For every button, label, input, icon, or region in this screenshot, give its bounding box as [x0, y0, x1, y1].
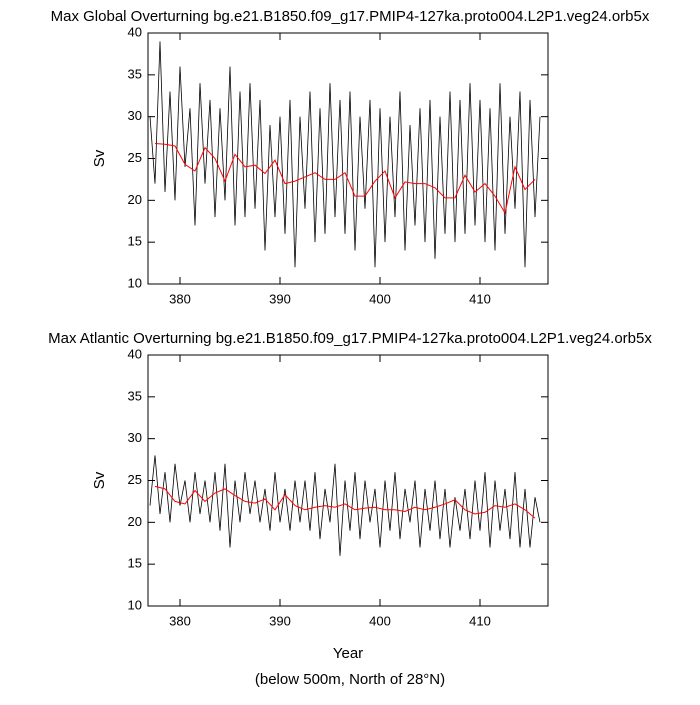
chart-title: Max Atlantic Overturning bg.e21.B1850.f0…: [48, 330, 652, 347]
y-tick-label: 40: [128, 346, 142, 361]
y-tick-label: 20: [128, 514, 142, 529]
x-tick-label: 410: [469, 291, 491, 306]
y-tick-label: 40: [128, 24, 142, 39]
series-line: [154, 142, 536, 215]
y-tick-label: 30: [128, 430, 142, 445]
x-tick-label: 410: [469, 613, 491, 628]
series-line: [149, 455, 541, 556]
y-tick-label: 30: [128, 108, 142, 123]
y-tick-label: 20: [128, 192, 142, 207]
plot-frame: [147, 354, 549, 607]
x-tick-label: 380: [169, 613, 191, 628]
y-tick-label: 35: [128, 388, 142, 403]
y-tick-label: 10: [128, 275, 142, 290]
series-line: [154, 485, 536, 519]
y-tick-label: 25: [128, 150, 142, 165]
y-tick-label: 35: [128, 66, 142, 81]
y-axis-label: Sv: [91, 149, 108, 167]
caption: (below 500m, North of 28°N): [255, 671, 445, 688]
x-tick-label: 380: [169, 291, 191, 306]
x-tick-label: 400: [369, 613, 391, 628]
chart-title: Max Global Overturning bg.e21.B1850.f09_…: [51, 8, 650, 25]
y-axis-label: Sv: [91, 471, 108, 489]
x-tick-label: 390: [269, 613, 291, 628]
y-tick-label: 15: [128, 556, 142, 571]
x-axis-label: Year: [333, 645, 363, 662]
x-tick-label: 390: [269, 291, 291, 306]
y-tick-label: 15: [128, 234, 142, 249]
y-tick-label: 25: [128, 472, 142, 487]
x-tick-label: 400: [369, 291, 391, 306]
y-tick-label: 10: [128, 597, 142, 612]
series-line: [149, 41, 541, 268]
